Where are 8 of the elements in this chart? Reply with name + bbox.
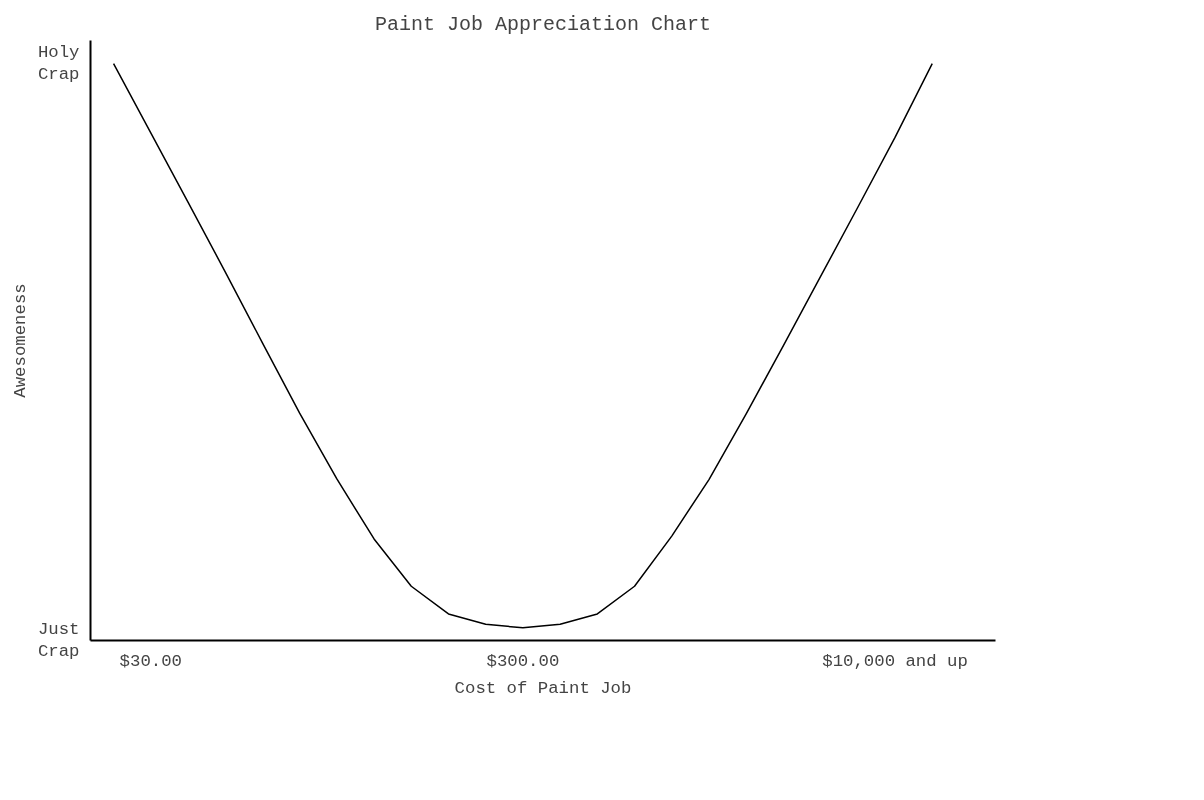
x-axis-title: Cost of Paint Job (454, 678, 632, 698)
text: Holy Crap (37, 42, 80, 85)
x-tick-label: $10,000 and up (822, 651, 968, 671)
y-axis-title: Awesomeness (10, 283, 30, 398)
chart-title: Paint Job Appreciation Chart (374, 12, 712, 36)
x-tick-label: $30.00 (119, 651, 182, 671)
text: Just Crap (37, 619, 80, 662)
x-tick-label: $300.00 (486, 651, 560, 671)
